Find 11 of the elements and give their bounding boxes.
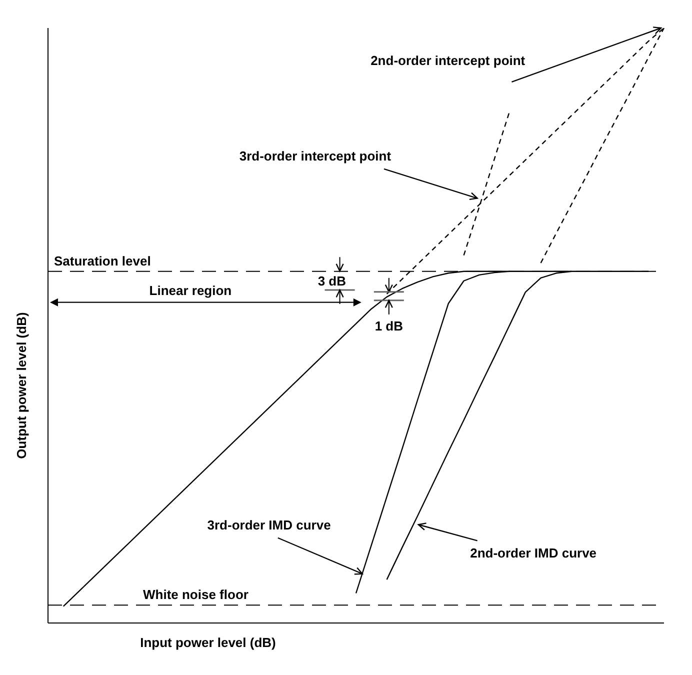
annotation: 1 dB [374, 318, 403, 334]
ref-line-label: Saturation level [54, 253, 151, 268]
annotation: Linear region [149, 282, 232, 298]
annotation: 3rd-order intercept point [239, 148, 392, 164]
ref-line-label: White noise floor [143, 587, 248, 602]
annotation: 2nd-order IMD curve [470, 546, 597, 561]
annotation: 3rd-order IMD curve [207, 517, 331, 532]
x-axis-title: Input power level (dB) [140, 635, 276, 650]
annotation: 2nd-order intercept point [370, 52, 526, 68]
y-axis-title: Output power level (dB) [14, 312, 29, 459]
annotation: 3 dB [318, 273, 346, 288]
